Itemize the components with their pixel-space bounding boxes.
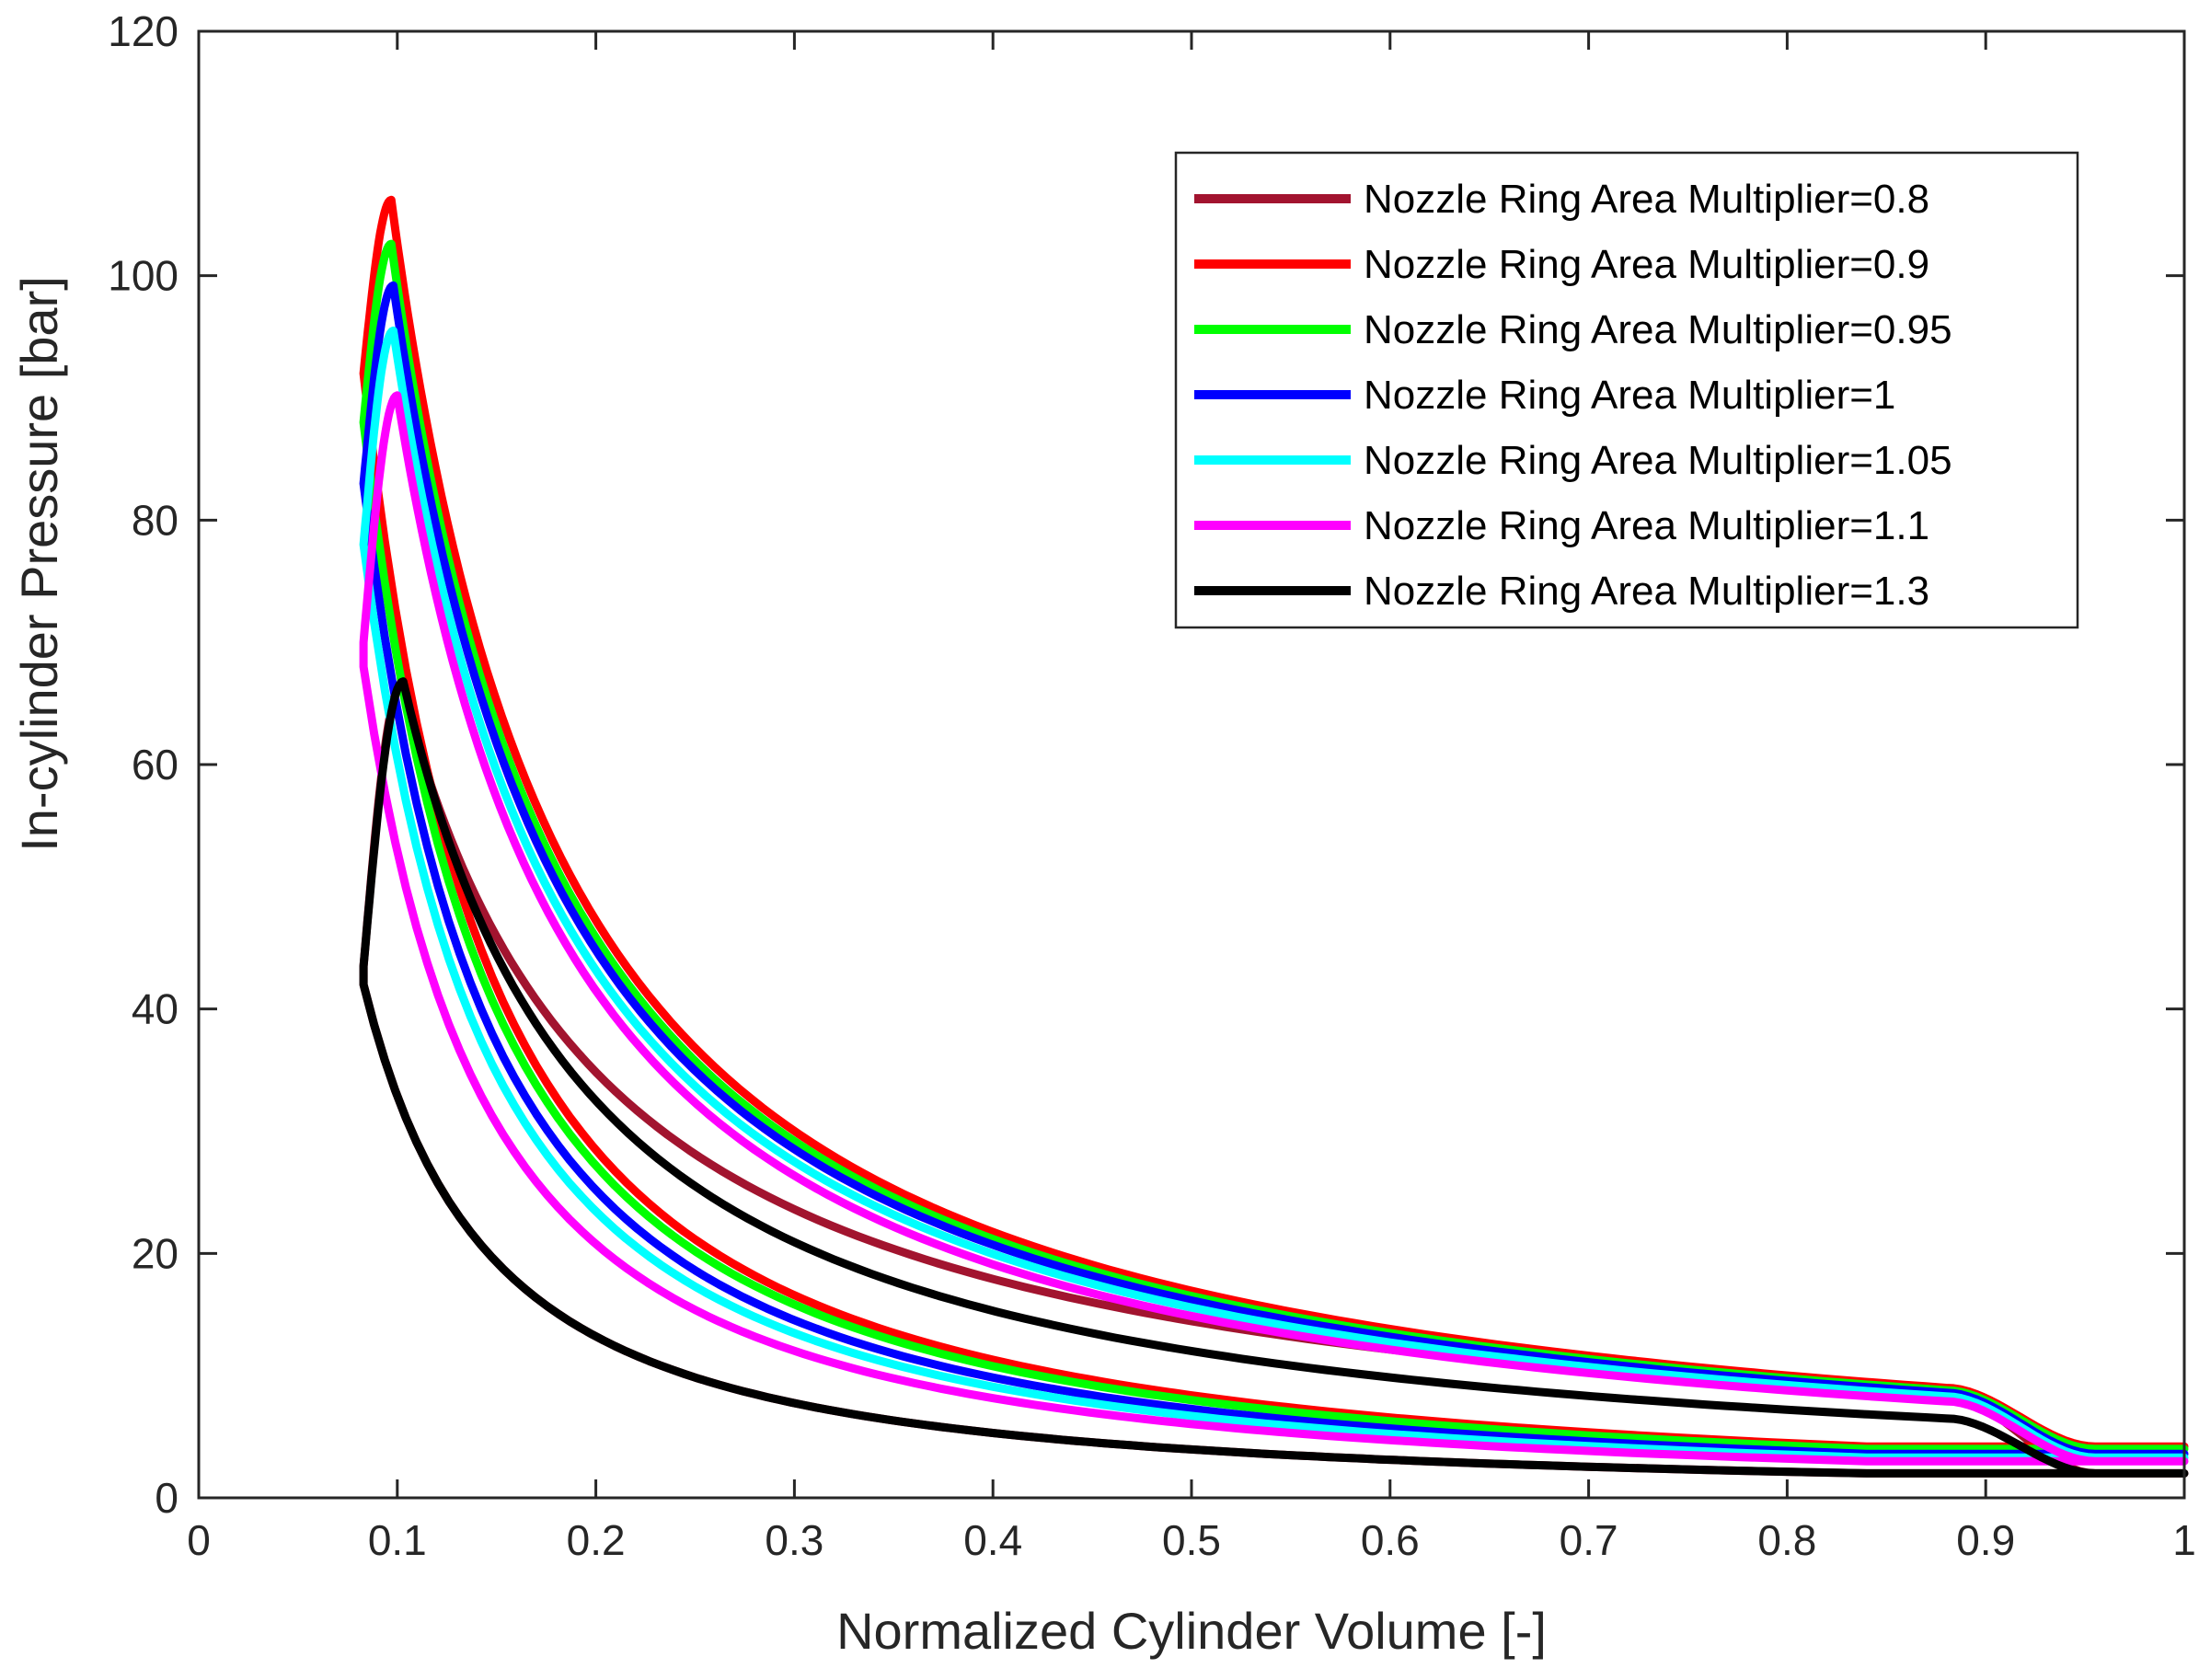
legend-label-1: Nozzle Ring Area Multiplier=0.9 [1364, 242, 1929, 287]
x-tick-label: 0 [187, 1516, 211, 1564]
x-tick-label: 0.8 [1757, 1516, 1816, 1564]
x-tick-label: 0.9 [1956, 1516, 2015, 1564]
legend-label-2: Nozzle Ring Area Multiplier=0.95 [1364, 307, 1952, 352]
y-tick-label: 100 [108, 252, 178, 300]
y-tick-label: 40 [132, 985, 178, 1033]
y-tick-label: 20 [132, 1229, 178, 1277]
y-tick-label: 0 [155, 1474, 178, 1522]
legend-label-4: Nozzle Ring Area Multiplier=1.05 [1364, 438, 1952, 483]
y-tick-label: 120 [108, 7, 178, 55]
y-tick-label: 80 [132, 496, 178, 544]
x-tick-label: 0.3 [765, 1516, 823, 1564]
series-line-6 [359, 677, 2189, 1478]
x-tick-label: 1 [2172, 1516, 2196, 1564]
axes-layer: 0 0.1 0.2 0.3 0.4 0.5 0.6 0.7 0.8 0.9 1 0 20 40 60 80 10… [108, 7, 2196, 1564]
legend-label-0: Nozzle Ring Area Multiplier=0.8 [1364, 177, 1929, 222]
x-tick-label: 0.4 [963, 1516, 1022, 1564]
y-axis-title: In-cylinder Pressure [bar] [10, 276, 68, 852]
legend-label-6: Nozzle Ring Area Multiplier=1.3 [1364, 569, 1929, 614]
x-tick-label: 0.6 [1361, 1516, 1420, 1564]
y-tick-label: 60 [132, 741, 178, 788]
x-tick-label: 0.2 [567, 1516, 626, 1564]
x-tick-label: 0.5 [1162, 1516, 1221, 1564]
series-layer [359, 195, 2189, 1478]
series-line-5 [359, 391, 2189, 1466]
series-line-4 [359, 326, 2189, 1462]
legend-label-5: Nozzle Ring Area Multiplier=1.1 [1364, 503, 1929, 548]
x-tick-label: 0.7 [1560, 1516, 1618, 1564]
x-axis-title: Normalized Cylinder Volume [-] [836, 1602, 1547, 1660]
legend-label-3: Nozzle Ring Area Multiplier=1 [1364, 373, 1895, 418]
legend: Nozzle Ring Area Multiplier=0.8 Nozzle Ri… [1174, 151, 2079, 629]
x-tick-label: 0.1 [368, 1516, 427, 1564]
